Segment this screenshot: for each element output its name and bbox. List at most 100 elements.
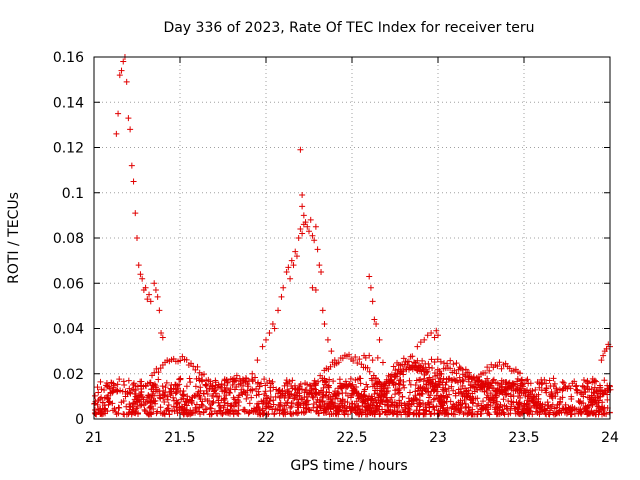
data-point-background [326, 389, 333, 396]
data-point-background [356, 356, 363, 363]
data-point-background [444, 360, 451, 367]
data-point [376, 336, 383, 343]
data-point [125, 115, 132, 122]
data-point-background [298, 395, 305, 402]
data-point-background [422, 411, 429, 418]
data-point-background [437, 358, 444, 365]
data-point-background [221, 376, 228, 383]
data-point-background [457, 385, 464, 392]
data-point-background [572, 383, 579, 390]
data-point-background [280, 411, 287, 418]
data-point-background [580, 393, 587, 400]
data-point-background [573, 406, 580, 413]
data-point-background [393, 402, 400, 409]
data-point-background [456, 364, 463, 371]
data-point-background [485, 383, 492, 390]
data-point-background [561, 384, 568, 391]
data-point [115, 110, 122, 117]
data-point-background [299, 396, 306, 403]
data-point-background [441, 408, 448, 415]
data-point-background [159, 383, 166, 390]
data-point-background [447, 357, 454, 364]
data-point-background [310, 394, 317, 401]
y-tick-label: 0.12 [53, 141, 84, 157]
data-point-background [309, 393, 316, 400]
data-point-background [272, 393, 279, 400]
data-point [146, 291, 153, 298]
data-point-background [560, 379, 567, 386]
data-point-background [490, 397, 497, 404]
data-point-background [392, 367, 399, 374]
data-point-background [225, 408, 232, 415]
data-point [421, 336, 428, 343]
data-point-background [155, 376, 162, 383]
data-point-background [207, 404, 214, 411]
data-point-background [109, 407, 116, 414]
data-point-background [439, 402, 446, 409]
data-point-background [440, 360, 447, 367]
data-point-background [129, 403, 136, 410]
data-point-background [99, 405, 106, 412]
data-point-background [146, 404, 153, 411]
data-point-background [402, 404, 409, 411]
data-point-background [412, 360, 419, 367]
data-point-background [369, 402, 376, 409]
data-point-background [163, 379, 170, 386]
data-point-background [256, 407, 263, 414]
data-point-background [456, 409, 463, 416]
data-point-background [173, 389, 180, 396]
data-point-background [589, 375, 596, 382]
data-point-background [544, 399, 551, 406]
data-point-background [505, 397, 512, 404]
data-point [428, 330, 435, 337]
data-point-background [115, 410, 122, 417]
data-point-background [286, 391, 293, 398]
data-point-background [298, 409, 305, 416]
data-point-background [441, 388, 448, 395]
x-tick-label: 23.5 [508, 430, 539, 446]
data-point-background [493, 394, 500, 401]
data-point-background [169, 407, 176, 414]
data-point-background [161, 398, 168, 405]
data-point-background [270, 384, 277, 391]
data-point-background [494, 363, 501, 370]
data-point-background [319, 375, 326, 382]
data-point-background [218, 384, 225, 391]
data-point-background [157, 404, 164, 411]
data-point-background [405, 358, 412, 365]
data-point-background [530, 398, 537, 405]
data-point-background [357, 380, 364, 387]
data-point-background [514, 375, 521, 382]
data-point-background [601, 377, 608, 384]
data-point-background [434, 372, 441, 379]
data-point-background [412, 395, 419, 402]
data-point-background [512, 410, 519, 417]
data-point-background [346, 351, 353, 358]
data-point-background [524, 387, 531, 394]
data-point-background [524, 376, 531, 383]
data-point-background [264, 379, 271, 386]
data-point-background [239, 382, 246, 389]
data-point-background [406, 406, 413, 413]
data-point-background [450, 387, 457, 394]
data-point-background [353, 398, 360, 405]
data-point-background [369, 383, 376, 390]
data-point-background [465, 374, 472, 381]
data-point [266, 330, 273, 337]
data-point-background [358, 393, 365, 400]
data-point-background [194, 363, 201, 370]
data-point-background [189, 400, 196, 407]
data-point-background [480, 398, 487, 405]
data-point-background [189, 410, 196, 417]
data-point-background [577, 389, 584, 396]
data-point [280, 284, 287, 291]
data-point [367, 284, 374, 291]
data-point-background [545, 402, 552, 409]
data-point [299, 203, 306, 210]
data-point-background [371, 390, 378, 397]
data-point-background [255, 379, 262, 386]
data-point-background [374, 379, 381, 386]
data-point-background [287, 404, 294, 411]
data-point-background [106, 398, 113, 405]
data-point-background [425, 360, 432, 367]
